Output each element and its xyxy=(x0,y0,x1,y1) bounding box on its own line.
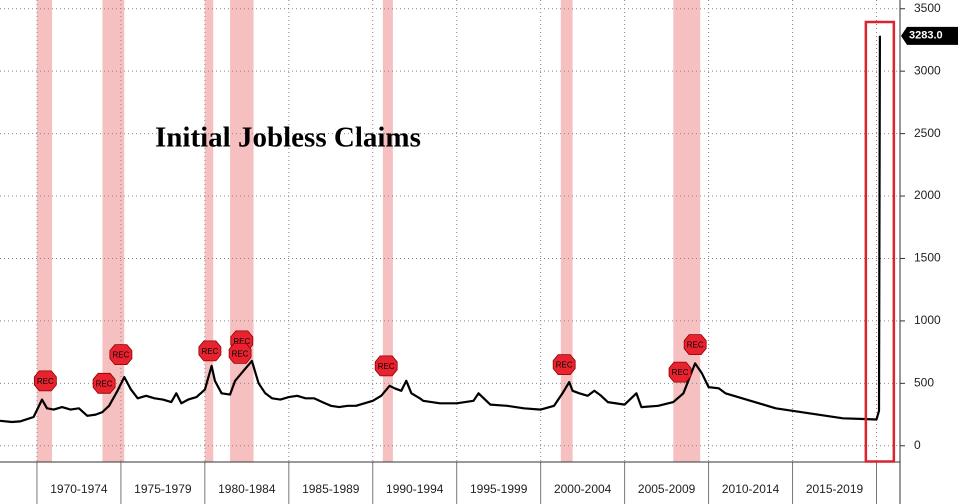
y-tick-label: 3500 xyxy=(914,1,941,15)
value-label-box xyxy=(901,26,958,45)
annotation-marker xyxy=(92,372,116,394)
annotation-text: REC xyxy=(232,349,249,358)
annotation-text: REC xyxy=(672,368,689,377)
x-tick-label: 2015-2019 xyxy=(806,482,864,496)
x-tick-label: 2010-2014 xyxy=(722,482,780,496)
recession-band xyxy=(560,0,573,462)
annotation-marker xyxy=(374,355,398,377)
x-tick-label: 2000-2004 xyxy=(554,482,612,496)
annotation-text: REC xyxy=(378,362,395,371)
x-tick-label: 1975-1979 xyxy=(134,482,192,496)
annotation-marker xyxy=(198,340,222,362)
y-tick-label: 1000 xyxy=(914,313,941,327)
recession-band xyxy=(230,0,254,462)
y-tick-label: 2000 xyxy=(914,188,941,202)
x-tick-label: 2005-2009 xyxy=(638,482,696,496)
recession-band xyxy=(382,0,393,462)
y-tick-label: 1500 xyxy=(914,251,941,265)
x-tick-label: 1990-1994 xyxy=(386,482,444,496)
annotation-text: REC xyxy=(96,379,113,388)
value-label: 3283.0 xyxy=(909,30,943,42)
annotation-marker xyxy=(668,361,692,383)
annotation-text: REC xyxy=(687,341,704,350)
x-tick-label: 1970-1974 xyxy=(50,482,108,496)
recession-band xyxy=(673,0,701,462)
y-tick-label: 0 xyxy=(914,438,921,452)
x-tick-label: 1985-1989 xyxy=(302,482,360,496)
annotation-marker xyxy=(683,334,707,356)
annotation-marker xyxy=(228,342,252,364)
chart-title: Initial Jobless Claims xyxy=(155,122,421,154)
y-tick-label: 2500 xyxy=(914,126,941,140)
y-tick-label: 3000 xyxy=(914,63,941,77)
annotation-text: REC xyxy=(556,361,573,370)
annotation-text: REC xyxy=(112,351,129,360)
x-tick-label: 1995-1999 xyxy=(470,482,528,496)
annotation-marker xyxy=(109,344,133,366)
annotation-text: REC xyxy=(201,347,218,356)
annotation-marker xyxy=(33,370,57,392)
data-line xyxy=(0,35,881,424)
annotation-text: REC xyxy=(233,337,250,346)
highlight-box xyxy=(864,20,896,463)
y-tick-label: 500 xyxy=(914,376,934,390)
annotation-text: REC xyxy=(37,377,54,386)
annotation-marker xyxy=(552,354,576,376)
x-tick-label: 1980-1984 xyxy=(218,482,276,496)
recession-band xyxy=(204,0,214,462)
recession-band xyxy=(36,0,53,462)
